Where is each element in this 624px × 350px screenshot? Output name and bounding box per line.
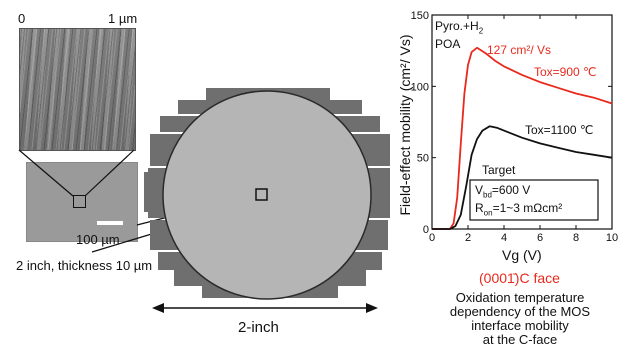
target-ron: Ron=1~3 mΩcm² xyxy=(475,201,563,218)
diameter-arrow xyxy=(152,303,378,313)
zoom-region-box xyxy=(73,195,86,208)
y-tick-label: 50 xyxy=(417,153,429,165)
target-vbd: Vbd=600 V xyxy=(475,183,531,200)
wafer-zoom-box xyxy=(255,188,268,201)
peak-mobility-label: 127 cm²/ Vs xyxy=(487,43,552,57)
afm-scale-end: 1 µm xyxy=(108,11,138,26)
condition-label-line1: Pyro.+H2 xyxy=(435,19,484,36)
caption-line: dependency of the MOS xyxy=(449,304,591,319)
plot-frame xyxy=(431,14,613,230)
chart-series xyxy=(432,46,613,230)
x-axis-label: Vg (V) xyxy=(502,247,542,263)
caption-line: interface mobility xyxy=(471,318,569,333)
chart-caption: Oxidation temperature dependency of the … xyxy=(420,291,620,347)
x-tick-label: 6 xyxy=(537,232,543,244)
scale-bar xyxy=(97,221,123,225)
x-tick-label: 8 xyxy=(573,232,579,244)
series-label-900: Tox=900 ℃ xyxy=(534,65,597,79)
wafer-spec-label: 2 inch, thickness 10 µm xyxy=(16,258,153,273)
y-tick-label: 150 xyxy=(411,10,429,22)
target-title: Target xyxy=(482,163,516,177)
surface-micrograph xyxy=(26,162,138,242)
y-axis-label: Field-effect mobility (cm²/ Vs) xyxy=(397,34,413,216)
zoom-line-right xyxy=(84,149,135,197)
zoom-line-left xyxy=(18,149,74,197)
condition-label-line2: POA xyxy=(435,37,461,51)
wafer-size-label: 2-inch xyxy=(238,319,279,336)
afm-surface-image xyxy=(19,28,136,151)
caption-line: Oxidation temperature xyxy=(455,290,585,305)
x-tick-label: 4 xyxy=(501,232,507,244)
y-tick-label: 0 xyxy=(423,224,429,236)
x-tick-label: 0 xyxy=(429,232,435,244)
y-tick-label: 100 xyxy=(411,81,429,93)
crystal-face-label: (0001̄)C face xyxy=(479,270,560,286)
afm-scale-start: 0 xyxy=(18,11,26,26)
caption-line: at the C-face xyxy=(482,332,558,347)
series-line-0 xyxy=(432,46,613,230)
micrograph-scale-label: 100 µm xyxy=(76,232,120,247)
target-box xyxy=(469,179,599,221)
series-label-1100: Tox=1100 ℃ xyxy=(525,123,594,137)
x-tick-label: 2 xyxy=(465,232,471,244)
x-tick-label: 10 xyxy=(606,232,618,244)
series-line-1 xyxy=(432,125,613,230)
wafer-image xyxy=(144,88,390,300)
